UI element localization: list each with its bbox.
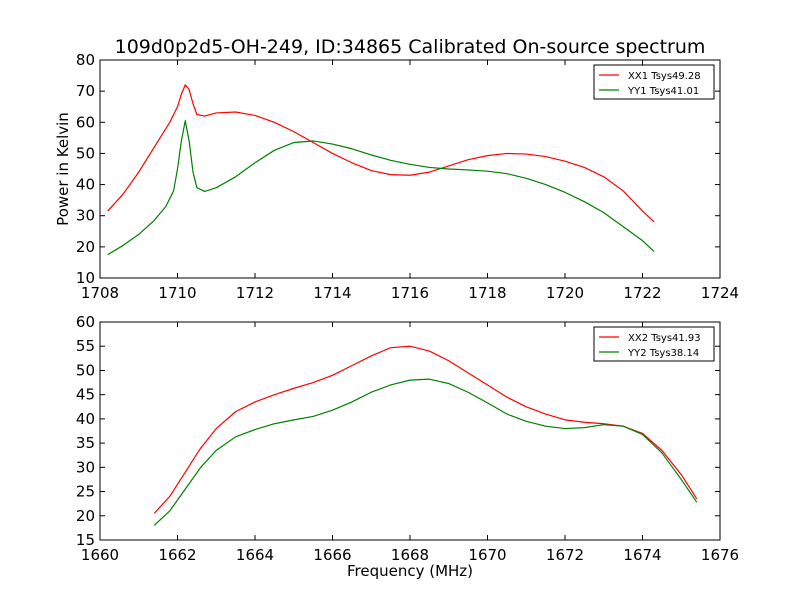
x-tick-label: 1664 <box>236 546 274 564</box>
y-tick-label: 20 <box>76 238 95 256</box>
series-line-2-2 <box>153 378 698 526</box>
legend-box <box>593 64 715 100</box>
x-tick-label: 1722 <box>623 284 661 302</box>
series-line-1-1 <box>107 84 655 223</box>
y-tick-label: 45 <box>76 386 95 404</box>
y-tick-label: 30 <box>76 207 95 225</box>
x-tick-label: 1670 <box>468 546 506 564</box>
series-line-2-1 <box>153 345 698 514</box>
y-tick-label: 55 <box>76 337 95 355</box>
y-tick-label: 50 <box>76 361 95 379</box>
x-tick-label: 1708 <box>81 284 119 302</box>
legend: XX1 Tsys49.28 YY1 Tsys41.01 <box>593 64 715 100</box>
chart-panels: 1708 1710 1712 1714 1716 1718 1720 1722 1724 10 20… <box>54 51 739 580</box>
y-tick-label: 35 <box>76 434 95 452</box>
x-tick-label: 1662 <box>158 546 196 564</box>
series-line-1-2 <box>107 120 655 256</box>
x-tick-label: 1714 <box>313 284 351 302</box>
y-tick-label: 80 <box>76 51 95 69</box>
x-tick-label: 1660 <box>81 546 119 564</box>
y-tick-label: 20 <box>76 507 95 525</box>
y-tick-label: 15 <box>76 531 95 549</box>
x-tick-label: 1720 <box>546 284 584 302</box>
legend-entry-label: YY2 Tsys38.14 <box>627 348 699 359</box>
y-tick-label: 60 <box>76 113 95 131</box>
y-tick-label: 40 <box>76 176 95 194</box>
figure-title: 109d0p2d5-OH-249, ID:34865 Calibrated On… <box>115 36 706 58</box>
y-axis-label: Power in Kelvin <box>54 112 72 226</box>
legend-box <box>593 326 715 362</box>
legend-entry-label: YY1 Tsys41.01 <box>627 86 699 97</box>
x-axis-label: Frequency (MHz) <box>347 562 473 580</box>
x-tick-label: 1672 <box>546 546 584 564</box>
legend-entry-label: XX2 Tsys41.93 <box>628 333 701 344</box>
chart-panel-1: 1708 1710 1712 1714 1716 1718 1720 1722 1724 10 20… <box>54 51 739 302</box>
x-tick-label: 1716 <box>391 284 429 302</box>
y-tick-label: 70 <box>76 82 95 100</box>
x-tick-label: 1710 <box>158 284 196 302</box>
y-tick-label: 40 <box>76 410 95 428</box>
x-tick-label: 1668 <box>391 546 429 564</box>
x-tick-label: 1674 <box>623 546 661 564</box>
legend-entry-label: XX1 Tsys49.28 <box>628 71 701 82</box>
y-tick-label: 10 <box>76 269 95 287</box>
y-tick-label: 30 <box>76 458 95 476</box>
y-tick-label: 50 <box>76 144 95 162</box>
x-tick-label: 1676 <box>701 546 739 564</box>
x-tick-label: 1712 <box>236 284 274 302</box>
x-tick-label: 1724 <box>701 284 739 302</box>
chart-panel-2: 1660 1662 1664 1666 1668 1670 1672 1674 1676 15 20… <box>76 313 739 580</box>
x-tick-label: 1666 <box>313 546 351 564</box>
y-tick-label: 25 <box>76 483 95 501</box>
legend: XX2 Tsys41.93 YY2 Tsys38.14 <box>593 326 715 362</box>
y-tick-label: 60 <box>76 313 95 331</box>
x-tick-label: 1718 <box>468 284 506 302</box>
